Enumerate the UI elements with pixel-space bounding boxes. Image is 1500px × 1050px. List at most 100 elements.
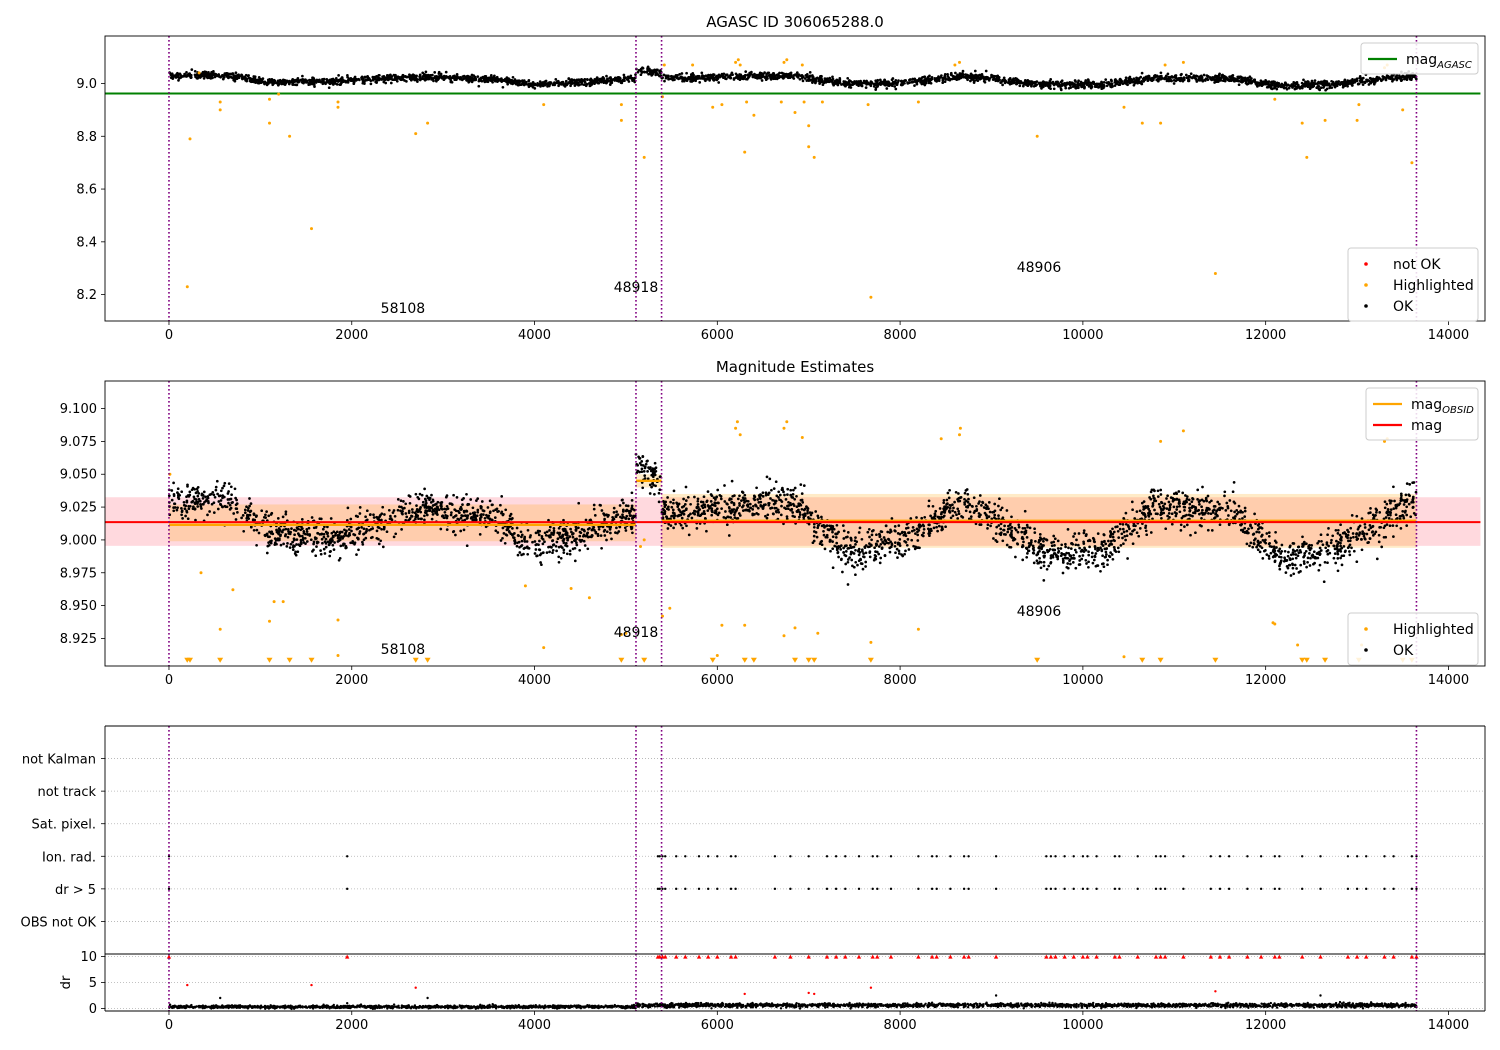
panel1-ok-point [213,75,217,79]
panel2-ok-point [505,528,509,532]
panel1-ok-point [1336,82,1340,86]
panel1-highlighted-point-51 [800,63,804,67]
panel2-ok-point [599,534,603,537]
panel2-ok-point [312,526,316,530]
panel1-highlighted-point-6 [277,92,281,96]
panel2-ok-point [172,492,176,496]
panel2-ok-point [338,556,342,560]
panel2-ok-point [275,528,278,532]
panel1-highlighted-point-45 [1410,161,1414,165]
panel2-ok-point [445,494,449,497]
panel1-ok-point [360,76,363,80]
panel2-ok-point [222,484,226,488]
panel1-ok-point [780,71,784,75]
panel2-ok-point [631,531,634,535]
panel1-ok-point [922,75,926,79]
panel2-ok-point [490,518,494,522]
panel1-ok-point [490,78,494,81]
panel2-ok-point [770,488,773,492]
panel2-ok-point [844,562,848,566]
panel2-ok-point [610,537,613,541]
panel1-ok-point [1142,76,1146,80]
panel1-ok-point [339,77,343,81]
panel1-xtick-label-2: 4000 [518,328,551,343]
panel2-ok-point [253,518,257,522]
panel2-ok-point [910,538,914,542]
panel2-ok-point [460,514,463,517]
panel1-ok-point [567,77,571,81]
panel2-ok-point [1130,500,1134,504]
panel2-ok-point [183,507,187,511]
panel2-ok-point [232,512,236,515]
panel2-ok-point [302,531,306,535]
panel2-ok-point [543,531,547,535]
panel2-ok-point [269,532,273,535]
panel2-ok-point [289,542,293,546]
panel1-ok-point [275,81,279,85]
panel2-ok-point [213,495,217,499]
panel1-ok-point [447,76,451,80]
panel1-ok-point [980,74,983,77]
panel2-ok-point [515,544,519,548]
panel1-ok-point [247,76,251,80]
panel1-ok-point [1221,79,1225,83]
panel2-ok-point [1069,562,1072,566]
panel2-ok-point [592,503,596,507]
panel2-ok-point [589,518,592,522]
panel1-ok-point [792,74,796,77]
panel2-ok-point [185,500,189,504]
panel2-ok-point [460,498,464,502]
panel1-ok-point [466,74,470,78]
panel2-ok-point [963,503,967,506]
panel2-ok-point [443,507,446,511]
panel1-ok-point [483,79,487,82]
panel2-ok-point [320,537,324,541]
panel1-ok-point [750,70,753,74]
panel2-ok-point [579,539,583,543]
panel2-ok-point [603,517,606,521]
panel2-ok-point [329,517,333,520]
panel2-ok-point [372,513,375,517]
panel2-ok-point [448,502,452,505]
panel2-ok-point [192,495,196,499]
panel1-ok-point [819,74,823,78]
panel2-ok-point [621,498,624,502]
panel1-ok-point [424,73,428,77]
panel1-ok-point [744,77,748,81]
panel2-ok-point [319,549,322,552]
panel1-highlighted-point-36 [1159,121,1163,125]
panel1-ok-point [394,76,398,80]
panel1-ok-point [722,72,726,76]
panel1-ok-point [1411,75,1415,79]
panel2-ok-point [987,501,991,504]
panel2-ok-point [1382,535,1386,539]
panel1-ok-point [1015,81,1019,84]
panel1-ok-point [435,75,438,78]
panel1-highlighted-point-2 [218,100,222,104]
panel1-ok-point [575,80,579,84]
panel1-ok-point [346,75,349,79]
panel1-ok-point [1236,79,1239,83]
panel2-ok-point [580,528,584,531]
panel1-ok-point [1291,83,1295,87]
panel2-ok-point [421,500,425,504]
panel2-ok-point [1363,522,1367,526]
panel1-ok-point [659,69,662,72]
panel2-ok-point [1003,524,1006,528]
panel1-ok-point [559,83,563,86]
panel1-ok-point [1269,86,1273,89]
panel2-ok-point [1064,542,1067,546]
panel2-ok-point [612,511,616,514]
panel1-ok-point [1261,80,1265,84]
panel2-ok-point [814,510,818,513]
panel2-ok-point [649,469,653,473]
panel2-ok-point [720,507,723,510]
panel1-highlighted-point-54 [1163,63,1167,67]
panel1-ok-point [927,81,931,85]
panel2-ok-point [564,544,567,547]
panel1-ok-point [381,77,385,80]
panel2-ok-point [1258,550,1262,554]
panel1-ok-point [605,78,609,82]
panel2-ok-point [431,504,435,507]
panel2-ok-point [278,530,281,533]
